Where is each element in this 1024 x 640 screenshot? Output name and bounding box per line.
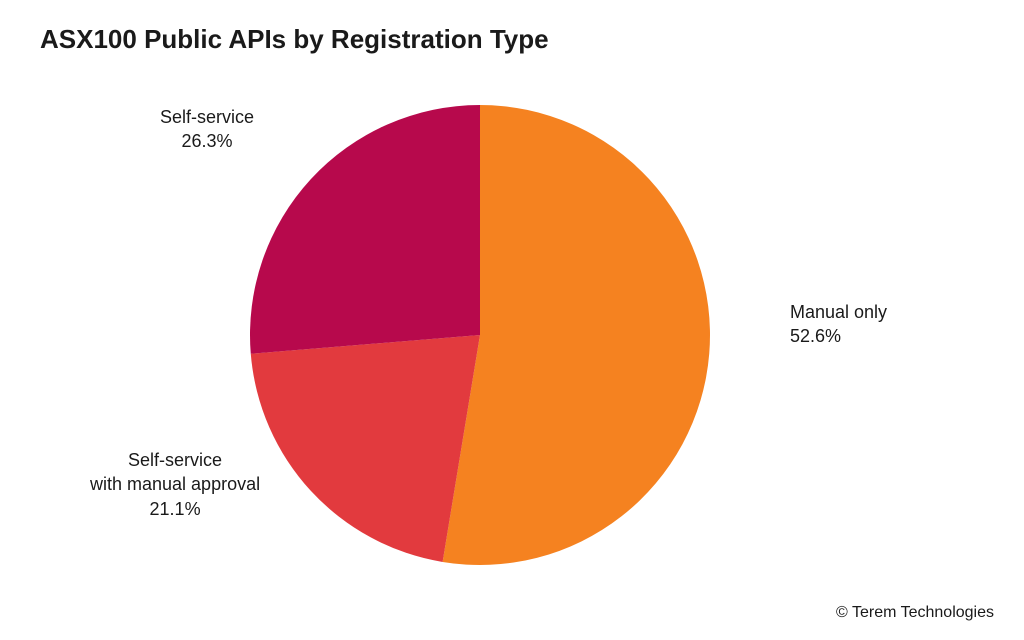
slice-percent: 26.3% <box>160 129 254 153</box>
chart-container: ASX100 Public APIs by Registration Type … <box>0 0 1024 640</box>
pie-slice <box>250 105 480 354</box>
slice-label-line: Self-service <box>160 105 254 129</box>
slice-label-line: Manual only <box>790 300 887 324</box>
slice-percent: 21.1% <box>90 497 260 521</box>
slice-percent: 52.6% <box>790 324 887 348</box>
slice-label-line: with manual approval <box>90 472 260 496</box>
pie-slice <box>251 335 480 562</box>
slice-label: Self-servicewith manual approval21.1% <box>90 448 260 521</box>
pie-slice <box>443 105 710 565</box>
slice-label: Self-service26.3% <box>160 105 254 154</box>
slice-label: Manual only52.6% <box>790 300 887 349</box>
copyright-text: © Terem Technologies <box>836 604 994 622</box>
slice-label-line: Self-service <box>90 448 260 472</box>
